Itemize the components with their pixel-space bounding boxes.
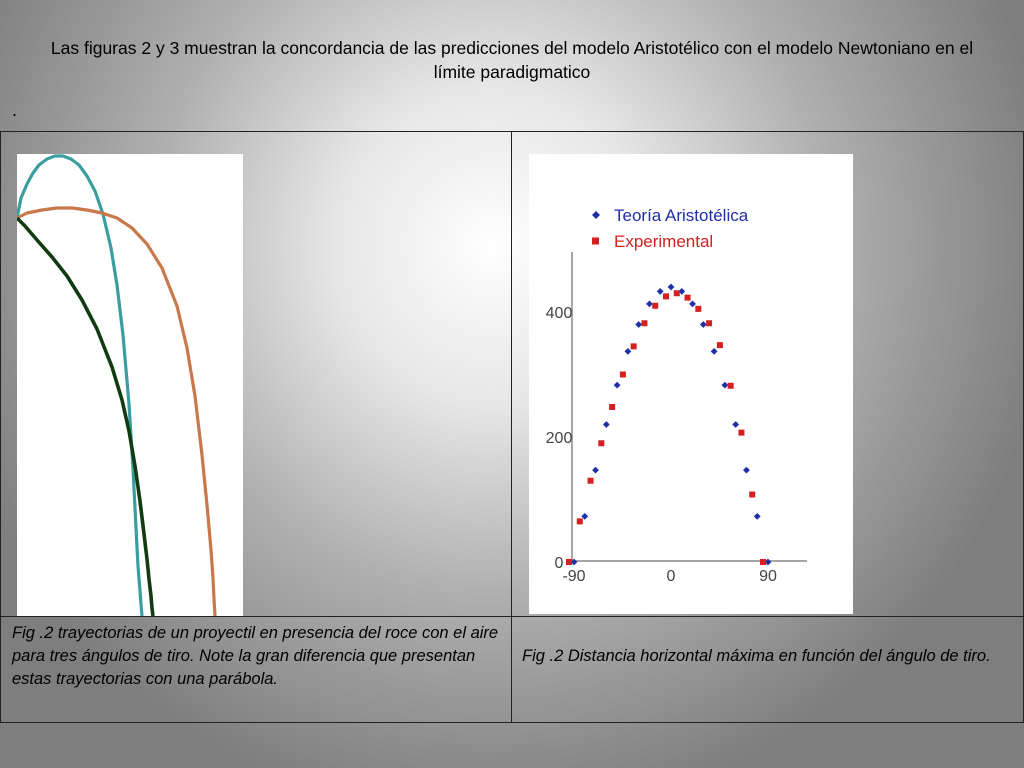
bullet-marker: . [12, 100, 18, 120]
x-tick-label: 0 [667, 568, 676, 585]
data-point [652, 302, 659, 309]
caption-right: Fig .2 Distancia horizontal máxima en fu… [522, 647, 991, 665]
data-point [630, 343, 637, 350]
data-point [592, 466, 599, 474]
data-point [613, 381, 621, 389]
data-point [635, 321, 643, 328]
data-point [598, 440, 605, 447]
trajectory-line-1 [17, 154, 144, 616]
trajectory-chart [17, 154, 217, 616]
data-point [656, 287, 664, 295]
slide-title: Las figuras 2 y 3 muestran la concordanc… [50, 38, 974, 82]
data-point [732, 421, 740, 428]
x-tick-label: -90 [562, 568, 585, 585]
data-point [710, 347, 718, 355]
data-point [663, 293, 669, 300]
data-point [576, 518, 583, 525]
data-point [609, 404, 616, 410]
y-tick-label: 200 [546, 430, 573, 447]
data-point [667, 283, 675, 291]
data-point [570, 558, 578, 566]
data-point [646, 300, 653, 308]
legend-label: Teoría Aristotélica [614, 206, 749, 225]
data-point [587, 477, 594, 484]
data-point [743, 466, 750, 474]
data-point [738, 429, 745, 436]
data-point [602, 421, 610, 428]
table-divider-horizontal [0, 616, 1024, 617]
data-point [764, 558, 772, 566]
y-tick-label: 0 [555, 555, 564, 572]
data-point [678, 287, 686, 295]
trajectory-figure [17, 154, 243, 616]
data-point [706, 320, 713, 327]
data-point [624, 347, 632, 355]
data-point [641, 320, 648, 327]
data-point [749, 491, 756, 498]
data-point [673, 290, 680, 297]
data-point [716, 342, 723, 349]
data-point [721, 381, 729, 389]
data-point [581, 512, 589, 520]
trajectory-line-2 [17, 206, 217, 616]
legend-marker [592, 211, 600, 219]
table-divider-vertical [511, 132, 512, 722]
data-point [684, 294, 691, 301]
legend-marker [592, 237, 599, 245]
x-tick-label: 90 [759, 568, 777, 585]
data-point [727, 382, 734, 389]
data-point [760, 559, 766, 565]
data-point [566, 559, 572, 565]
data-point [619, 371, 626, 378]
distance-figure: 0 200 400 -90 0 90 Teoría Aristotélica Experime… [529, 154, 853, 614]
data-point [689, 300, 696, 308]
trajectory-line-3 [17, 216, 155, 616]
data-point [753, 512, 761, 520]
data-point [695, 305, 702, 312]
caption-left: Fig .2 trayectorias de un proyectil en p… [12, 624, 499, 688]
data-point [699, 321, 707, 328]
figures-table: 0 200 400 -90 0 90 Teoría Aristotélica Experime… [0, 131, 1024, 723]
y-tick-label: 400 [546, 305, 573, 322]
table-border-left [0, 132, 1, 722]
legend-label: Experimental [614, 232, 713, 251]
